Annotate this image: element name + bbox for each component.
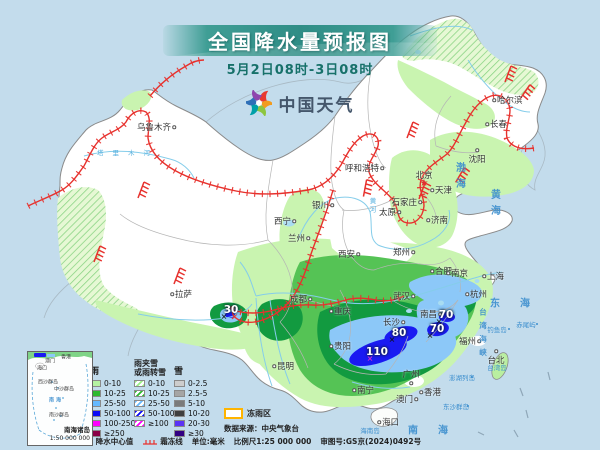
legend-range-label: 10-25	[104, 389, 126, 399]
legend-range-label: 10-20	[188, 409, 210, 419]
legend-rain-column: 雨 0-10 10-25 25-50 50-100 100-250 ≥250	[90, 352, 135, 438]
freezing-rain-label: 冻雨区	[247, 409, 271, 418]
legend-swatch	[134, 420, 145, 427]
legend-row: ≥100	[134, 419, 175, 429]
legend-range-label: 100-250	[104, 419, 136, 428]
inset-map	[28, 352, 92, 445]
title-banner: 全国降水量预报图	[163, 25, 437, 56]
forecast-period: 5月2日08时-3日08时	[226, 63, 374, 78]
legend-rain-title: 雨	[90, 367, 100, 377]
legend-swatch	[174, 400, 185, 408]
legend-row: 5-10	[174, 399, 210, 409]
frost-line-mark: 霜冻线	[142, 436, 183, 447]
legend-row: 25-50	[90, 399, 135, 409]
legend-range-label: 20-30	[188, 419, 210, 428]
inset-title: 南海诸岛	[64, 426, 90, 434]
legend-row: 50-100	[134, 409, 175, 419]
sea-boundary-dashes	[477, 371, 551, 438]
legend-row: 0-10	[134, 379, 175, 389]
legend-sleet-title: 雨夹雪 或雨转雪	[134, 358, 166, 377]
legend-row: ≥30	[174, 428, 210, 438]
legend-snow-title: 雪	[174, 367, 184, 377]
scale-label: 比例尺1:25 000 000	[233, 437, 312, 446]
legend-row: 20-30	[174, 419, 210, 429]
approval-number: 审图号:GS京(2024)0492号	[320, 437, 422, 446]
page-title: 全国降水量预报图	[208, 30, 392, 54]
legend-range-label: 0-10	[148, 379, 166, 389]
legend-range-label: 50-100	[148, 409, 175, 419]
inset-place-label: 南沙群岛	[48, 412, 70, 419]
legend-row: 10-25	[134, 389, 175, 399]
south-china-sea-inset: 香港 澳门 海口西沙群岛 中沙群岛南海南沙群岛 南海诸岛 1:50 000 000	[27, 351, 93, 446]
legend-range-label: 5-10	[188, 399, 206, 409]
legend-snow-column: 雪 0-2.5 2.5-5 5-10 10-20 20-30 ≥30	[174, 352, 210, 438]
legend-range-label: 2.5-5	[188, 389, 208, 399]
inset-place-label: 香港	[60, 354, 72, 361]
inset-place-label: 海口	[36, 365, 48, 372]
legend-swatch	[174, 420, 185, 427]
legend-range-label: ≥30	[188, 428, 204, 438]
legend-sleet-column: 雨夹雪 或雨转雪 0-10 10-25 25-50 50-100 ≥100	[134, 352, 175, 428]
inset-place-label: 澳门	[44, 358, 56, 365]
legend-swatch	[134, 380, 145, 388]
taiwan-island	[491, 352, 509, 380]
legend-range-label: 10-25	[148, 389, 170, 399]
frost-line-icon	[143, 439, 158, 445]
small-island-dots	[467, 323, 538, 407]
legend-range-label: ≥250	[104, 428, 125, 438]
legend-range-label: ≥100	[148, 419, 169, 428]
legend-swatch	[134, 400, 145, 408]
legend-row: 10-20	[174, 409, 210, 419]
freezing-rain-box	[224, 408, 243, 419]
legend-row: 100-250	[90, 419, 135, 429]
inset-place-label: 中沙群岛	[53, 386, 75, 393]
legend-row: 25-50	[134, 399, 175, 409]
legend-swatch	[174, 410, 185, 418]
freezing-rain-legend: 冻雨区	[224, 408, 271, 419]
brand-logo: 中国天气	[0, 90, 600, 116]
legend-row: 0-2.5	[174, 379, 210, 389]
legend-row: 10-25	[90, 389, 135, 399]
inset-place-label: 南海	[48, 397, 64, 404]
legend-range-label: 0-2.5	[188, 379, 208, 389]
brand-name: 中国天气	[278, 95, 355, 116]
rain-100-plus-cores	[225, 312, 455, 366]
legend-range-label: 0-10	[104, 379, 122, 389]
legend-marks: ✕降水中心值 霜冻线 单位:毫米 比例尺1:25 000 000 审图号:GS京…	[85, 436, 421, 447]
inset-scale: 1:50 000 000	[49, 435, 90, 442]
inset-place-label: 西沙群岛	[37, 379, 59, 386]
legend-row: 50-100	[90, 409, 135, 419]
legend-swatch	[134, 390, 145, 398]
legend: 雨 0-10 10-25 25-50 50-100 100-250 ≥250 雨夹雪 或雨…	[85, 352, 421, 448]
pinwheel-icon	[245, 90, 272, 116]
legend-swatch	[174, 390, 185, 398]
legend-row: 0-10	[90, 379, 135, 389]
legend-range-label: 25-50	[104, 399, 126, 409]
frost-lines	[26, 56, 535, 326]
unit-label: 单位:毫米	[191, 437, 225, 446]
legend-swatch	[174, 429, 185, 437]
legend-swatch	[174, 380, 185, 388]
legend-range-label: 25-50	[148, 399, 170, 409]
legend-swatch	[134, 410, 145, 418]
data-source: 数据来源：中央气象台	[224, 424, 299, 433]
legend-row: 2.5-5	[174, 389, 210, 399]
legend-range-label: 50-100	[104, 409, 131, 419]
